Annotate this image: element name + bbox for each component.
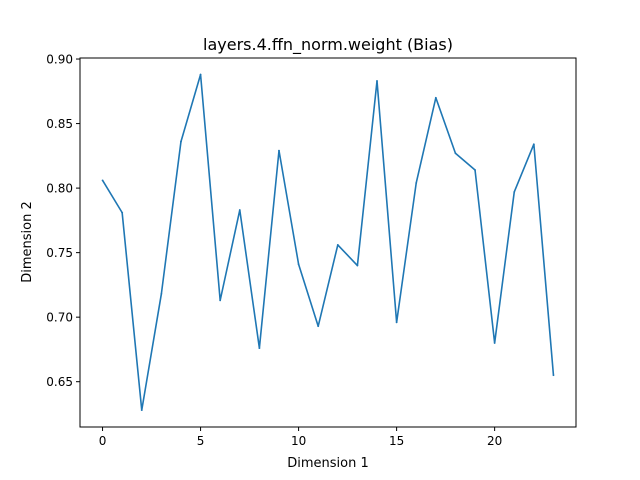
y-tick-label: 0.75 — [46, 246, 73, 260]
plot-frame — [79, 57, 577, 428]
data-point — [415, 182, 418, 184]
x-tick-label: 20 — [487, 434, 502, 448]
data-point — [238, 209, 241, 211]
chart-title: layers.4.ffn_norm.weight (Bias) — [203, 35, 453, 55]
y-tick-label: 0.65 — [46, 375, 73, 389]
y-axis-label: Dimension 2 — [20, 201, 35, 283]
data-point — [532, 143, 535, 146]
data-point — [376, 80, 378, 82]
data-point — [454, 152, 457, 155]
y-tick-label: 0.85 — [46, 117, 73, 131]
data-point — [356, 264, 359, 267]
y-tick-label: 0.90 — [46, 53, 73, 67]
data-point — [434, 96, 437, 99]
y-tick-label: 0.80 — [46, 182, 73, 196]
data-point — [219, 299, 222, 302]
x-tick-label: 15 — [389, 434, 404, 448]
data-point — [160, 293, 163, 295]
series-layer — [101, 73, 555, 411]
data-point — [101, 179, 104, 182]
x-tick-label: 10 — [291, 434, 306, 448]
x-tick-label: 0 — [99, 434, 107, 448]
plot-area: 0 5 10 15 20 0.65 0.70 0.75 0.80 0.85 0.90 — [46, 53, 577, 448]
y-tick-label: 0.70 — [46, 311, 73, 325]
series-line — [101, 73, 555, 411]
data-point — [121, 211, 124, 214]
x-axis: 0 5 10 15 20 — [99, 427, 502, 448]
data-point — [278, 149, 280, 152]
data-point — [258, 347, 261, 350]
data-point — [199, 73, 202, 76]
data-point — [140, 409, 143, 411]
data-point — [297, 263, 300, 266]
data-point — [513, 191, 516, 193]
y-axis: 0.65 0.70 0.75 0.80 0.85 0.90 — [46, 53, 80, 389]
data-point — [552, 374, 555, 377]
x-tick-label: 5 — [197, 434, 205, 448]
data-point — [317, 325, 320, 328]
data-point — [395, 321, 398, 324]
x-axis-label: Dimension 1 — [287, 456, 369, 471]
data-point — [336, 243, 339, 246]
data-point — [180, 140, 182, 143]
data-point — [474, 169, 476, 171]
data-point — [493, 342, 496, 344]
